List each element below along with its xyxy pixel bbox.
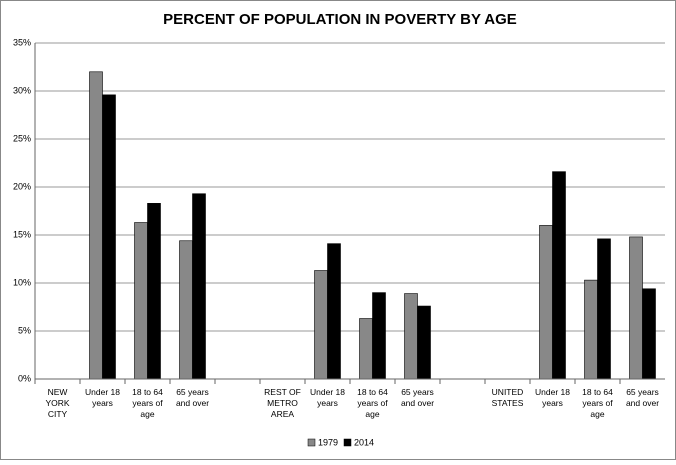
y-tick-label: 5% [18, 325, 31, 335]
legend-label: 2014 [354, 437, 374, 447]
bar [359, 318, 373, 380]
bar [539, 225, 553, 380]
legend-swatch [307, 438, 316, 447]
x-tick-label: UNITED STATES [491, 387, 524, 408]
x-tick-label-box: REST OF METRO AREA [264, 387, 301, 419]
x-tick-label-box: 18 to 64 years of age [582, 387, 613, 419]
bar [372, 292, 386, 380]
bar [417, 305, 431, 380]
bar [552, 171, 566, 380]
y-tick-label: 0% [18, 373, 31, 383]
x-tick-label: 18 to 64 years of age [582, 387, 613, 419]
y-tick-label: 15% [13, 229, 31, 239]
chart-title: PERCENT OF POPULATION IN POVERTY BY AGE [163, 11, 517, 28]
x-tick-label: 65 years and over [400, 387, 435, 408]
bar [597, 238, 611, 380]
legend-label: 1979 [318, 437, 338, 447]
bar [134, 222, 148, 380]
x-tick-label-box: Under 18 years [85, 387, 120, 408]
x-tick-label: 18 to 64 years of age [357, 387, 388, 419]
bar [192, 193, 206, 380]
bar [179, 240, 193, 380]
x-tick-label-box: 18 to 64 years of age [357, 387, 388, 419]
x-tick-label-box: 65 years and over [400, 387, 435, 408]
x-tick-label-box: Under 18 years [535, 387, 570, 408]
bar [642, 288, 656, 380]
x-tick-label: 18 to 64 years of age [132, 387, 163, 419]
bar [584, 279, 598, 380]
x-tick-label: 65 years and over [625, 387, 660, 408]
bar [314, 270, 328, 380]
x-tick-label: NEW YORK CITY [45, 387, 70, 419]
legend-swatch [343, 438, 352, 447]
x-tick-label-box: 65 years and over [625, 387, 660, 408]
x-tick-label: REST OF METRO AREA [264, 387, 301, 419]
bar [327, 243, 341, 380]
x-tick-label: Under 18 years [535, 387, 570, 408]
x-tick-label-box: 65 years and over [175, 387, 210, 408]
x-tick-label: Under 18 years [310, 387, 345, 408]
x-tick-label: 65 years and over [175, 387, 210, 408]
x-tick-label-box: NEW YORK CITY [45, 387, 70, 419]
y-tick-label: 35% [13, 37, 31, 47]
bar [89, 71, 103, 380]
x-tick-label: Under 18 years [85, 387, 120, 408]
y-tick-label: 30% [13, 85, 31, 95]
x-tick-label-box: UNITED STATES [491, 387, 524, 408]
bar [102, 94, 116, 380]
x-tick-label-box: 18 to 64 years of age [132, 387, 163, 419]
y-tick-label: 20% [13, 181, 31, 191]
y-tick-label: 10% [13, 277, 31, 287]
x-tick-label-box: Under 18 years [310, 387, 345, 408]
bar [147, 203, 161, 380]
bar [629, 236, 643, 380]
bar [404, 293, 418, 380]
y-tick-label: 25% [13, 133, 31, 143]
